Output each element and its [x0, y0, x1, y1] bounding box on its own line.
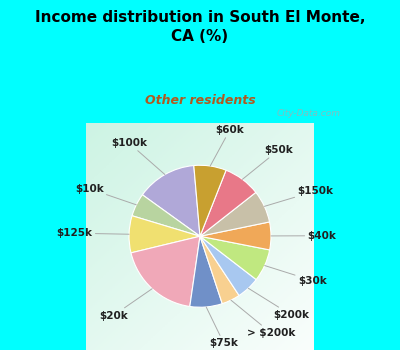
Wedge shape — [200, 236, 239, 304]
Text: $125k: $125k — [57, 228, 129, 238]
Wedge shape — [200, 236, 256, 295]
Wedge shape — [132, 195, 200, 236]
Text: $50k: $50k — [242, 145, 293, 179]
Wedge shape — [200, 193, 270, 236]
Text: $10k: $10k — [75, 184, 136, 205]
Wedge shape — [131, 236, 200, 307]
Text: $60k: $60k — [210, 125, 244, 166]
Wedge shape — [200, 236, 270, 280]
Wedge shape — [142, 166, 200, 236]
Text: Income distribution in South El Monte,
CA (%): Income distribution in South El Monte, C… — [35, 10, 365, 44]
Wedge shape — [200, 170, 256, 236]
Text: $20k: $20k — [99, 289, 152, 321]
Text: $200k: $200k — [248, 288, 309, 320]
Text: $150k: $150k — [264, 186, 334, 206]
Text: $100k: $100k — [111, 138, 165, 175]
Text: $40k: $40k — [271, 231, 336, 241]
Wedge shape — [194, 165, 226, 236]
Text: Other residents: Other residents — [145, 94, 255, 107]
Text: City-Data.com: City-Data.com — [277, 109, 341, 118]
Wedge shape — [190, 236, 222, 307]
Text: $75k: $75k — [206, 307, 238, 348]
Text: $30k: $30k — [265, 266, 326, 286]
Text: > $200k: > $200k — [231, 300, 295, 338]
Wedge shape — [129, 216, 200, 253]
Wedge shape — [200, 222, 271, 250]
